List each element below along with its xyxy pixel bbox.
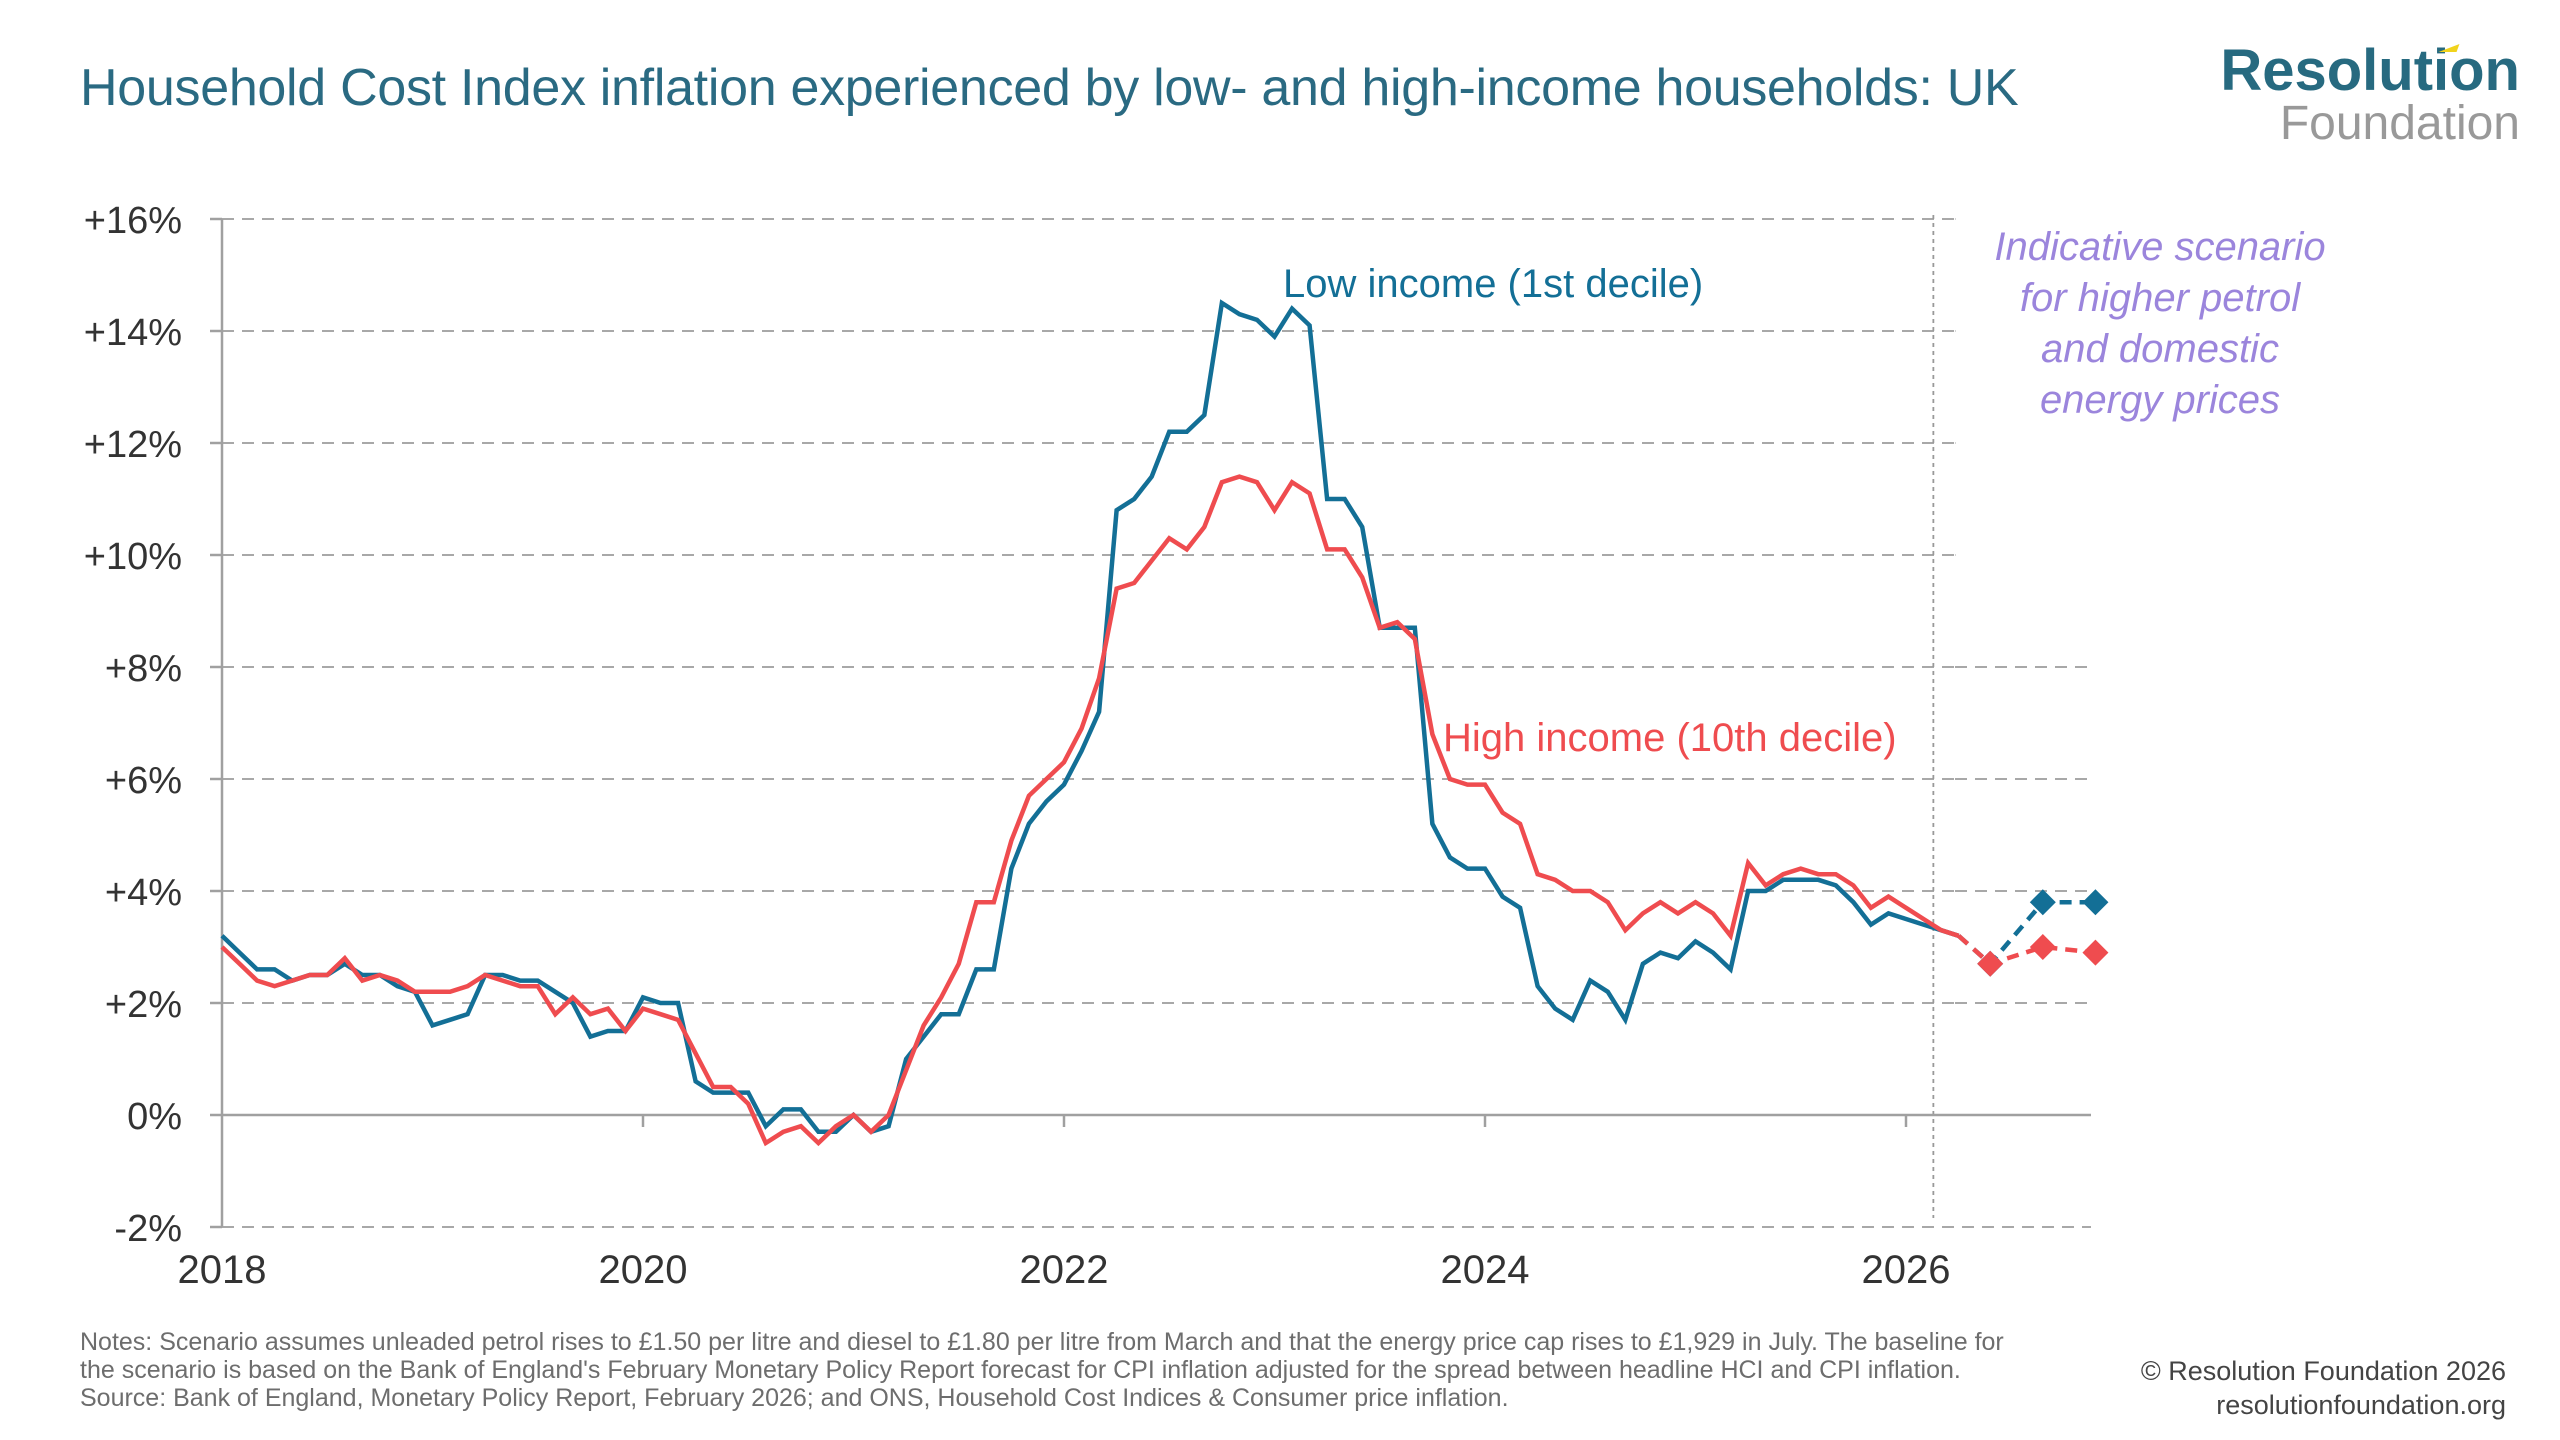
- y-tick-label: +10%: [84, 536, 182, 578]
- x-tick-label: 2024: [1441, 1248, 1530, 1292]
- scenario-marker-high-income: [2082, 939, 2109, 966]
- y-tick-label: -2%: [114, 1208, 182, 1250]
- series-label-low-income: Low income (1st decile): [1283, 262, 1703, 306]
- logo-line-1: Resolution: [2220, 42, 2520, 100]
- scenario-marker-high-income: [2029, 934, 2056, 960]
- scenario-marker-low-income: [2082, 889, 2109, 916]
- scenario-line-high-income: [1957, 934, 2096, 967]
- scenario-annotation-line: energy prices: [2039, 378, 2281, 422]
- y-tick-label: +2%: [105, 984, 182, 1026]
- line-chart: -2% 0% +2% +4% +6% +8% +10% +12% +14% +16% 2018 202…: [84, 200, 2109, 1292]
- x-tick-label: 2018: [178, 1248, 267, 1292]
- chart-title: Household Cost Index inflation experienc…: [80, 59, 2019, 117]
- footer-notes: Notes: Scenario assumes unleaded petrol …: [80, 1328, 2040, 1412]
- logo-text-resolution: Resolution: [2220, 38, 2520, 103]
- series: [220, 299, 2109, 1147]
- series-line-low-income: [220, 299, 1960, 1135]
- y-tick-label: +6%: [105, 760, 182, 802]
- x-tick-label: 2022: [1020, 1248, 1109, 1292]
- scenario-annotation-line: and domestic: [2041, 327, 2279, 371]
- source-text: Source: Bank of England, Monetary Policy…: [80, 1384, 1509, 1412]
- footer-credits: © Resolution Foundation 2026 resolutionf…: [2141, 1354, 2506, 1422]
- y-tick-label: +16%: [84, 200, 182, 242]
- scenario-marker-high-income: [1977, 950, 2004, 977]
- scenario-annotation: Indicative scenario for higher petrol an…: [1960, 222, 2360, 426]
- y-tick-label: +14%: [84, 312, 182, 354]
- x-tick-label: 2026: [1862, 1248, 1951, 1292]
- series-line-high-income: [220, 474, 1960, 1147]
- series-label-high-income: High income (10th decile): [1443, 716, 1897, 760]
- series-labels: Low income (1st decile) High income (10t…: [1283, 262, 1897, 760]
- scenario-annotation-line: Indicative scenario: [1994, 225, 2326, 269]
- logo-line-2: Foundation: [2279, 97, 2520, 150]
- scenario-annotation-line: for higher petrol: [2019, 276, 2301, 320]
- y-tick-label: +8%: [105, 648, 182, 690]
- y-tick-label: 0%: [127, 1096, 182, 1138]
- axes: -2% 0% +2% +4% +6% +8% +10% +12% +14% +16% 2018 202…: [84, 200, 2091, 1292]
- gridlines: [222, 215, 2091, 1228]
- scenario-marker-low-income: [2029, 889, 2056, 916]
- notes-text: Notes: Scenario assumes unleaded petrol …: [80, 1328, 2004, 1384]
- resolution-foundation-logo: Resolution Foundation: [2220, 42, 2520, 148]
- y-tick-label: +4%: [105, 872, 182, 914]
- y-tick-label: +12%: [84, 424, 182, 466]
- website-link[interactable]: resolutionfoundation.org: [2216, 1390, 2506, 1420]
- x-tick-label: 2020: [599, 1248, 688, 1292]
- copyright-text: © Resolution Foundation 2026: [2140, 1356, 2506, 1386]
